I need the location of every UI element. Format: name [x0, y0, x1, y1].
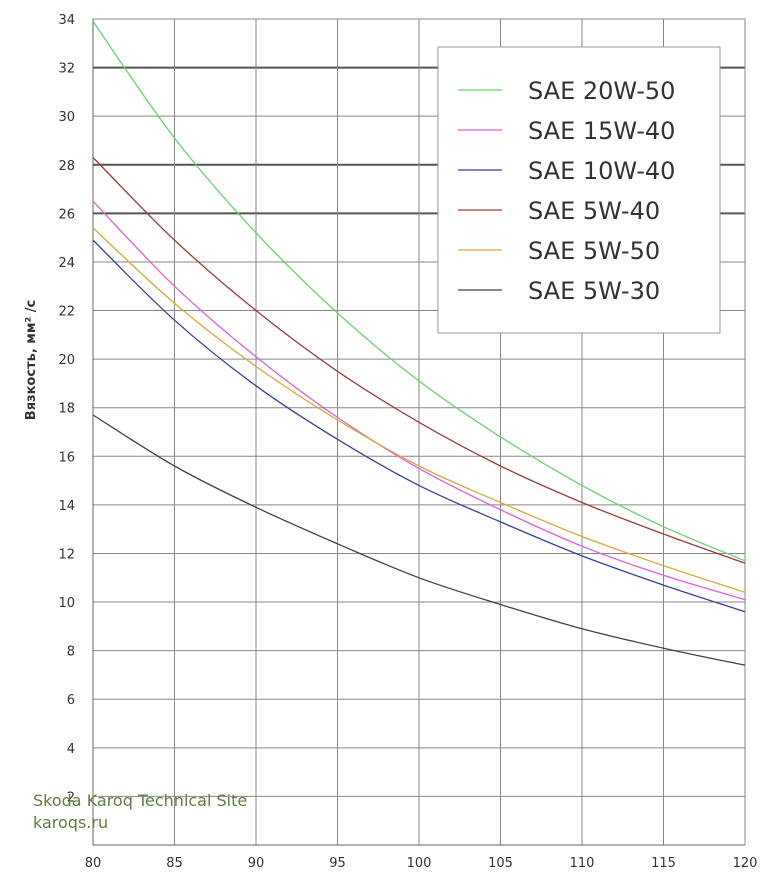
- y-tick-label: 32: [58, 62, 75, 77]
- x-tick-label: 115: [651, 856, 676, 871]
- y-tick-label: 14: [58, 499, 75, 514]
- y-tick-label: 8: [67, 645, 75, 660]
- legend: SAE 20W-50 SAE 15W-40 SAE 10W-40 SAE 5W-40 S…: [437, 46, 721, 334]
- legend-entry-label: SAE 5W-30: [528, 277, 660, 305]
- y-tick-label: 16: [58, 450, 75, 465]
- y-tick-label: 4: [67, 742, 75, 757]
- axes: [92, 19, 745, 846]
- x-tick-label: 90: [248, 856, 265, 871]
- legend-entry-label: SAE 5W-50: [528, 237, 660, 265]
- y-tick-label: 28: [58, 159, 75, 174]
- x-tick-label: 95: [329, 856, 346, 871]
- legend-entry-label: SAE 15W-40: [528, 117, 675, 145]
- x-tick-label: 105: [488, 856, 513, 871]
- series-line-sae-5w-50: [92, 227, 746, 593]
- legend-entry-label: SAE 5W-40: [528, 197, 660, 225]
- legend-entry-label: SAE 20W-50: [528, 77, 675, 105]
- y-tick-label: 34: [58, 13, 75, 28]
- y-tick-label: 30: [58, 110, 75, 125]
- y-tick-label: 12: [58, 547, 75, 562]
- x-tick-label: 85: [166, 856, 183, 871]
- x-tick-label: 80: [85, 856, 102, 871]
- legend-box: [437, 46, 721, 334]
- x-tick-label: 110: [570, 856, 595, 871]
- y-tick-label: 10: [58, 596, 75, 611]
- x-axis-ticks: 80 85 90 95 100 105 110 115 120: [85, 856, 758, 871]
- y-tick-label: 20: [58, 353, 75, 368]
- x-tick-label: 120: [733, 856, 758, 871]
- legend-entry-label: SAE 10W-40: [528, 157, 675, 185]
- series-line-sae-10w-40: [92, 239, 746, 613]
- series-line-sae-5w-40: [92, 157, 746, 564]
- series-line-sae-20w-50: [92, 21, 746, 562]
- y-tick-label: 6: [67, 693, 75, 708]
- y-tick-label: 22: [58, 305, 75, 320]
- y-tick-label: 2: [67, 790, 75, 805]
- y-tick-label: 18: [58, 402, 75, 417]
- watermark-site-name: Skoda Karoq Technical Site: [33, 791, 248, 810]
- series-line-sae-15w-40: [92, 200, 746, 601]
- y-axis-label: Вязкость, мм² /с: [24, 300, 39, 420]
- watermark-url: karoqs.ru: [33, 813, 109, 832]
- y-tick-label: 26: [58, 207, 75, 222]
- series-line-sae-5w-30: [92, 414, 746, 666]
- y-tick-label: 24: [58, 256, 75, 271]
- x-tick-label: 100: [407, 856, 432, 871]
- series-lines: [92, 21, 746, 666]
